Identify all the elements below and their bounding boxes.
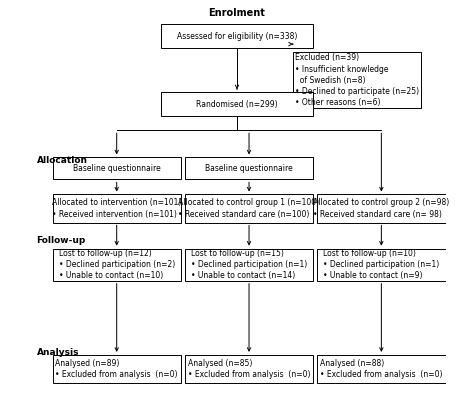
Text: Assessed for eligibility (n=338): Assessed for eligibility (n=338) xyxy=(177,31,297,40)
Text: Follow-up: Follow-up xyxy=(36,236,86,245)
Bar xyxy=(161,24,313,48)
Text: Lost to follow-up (n=12)
• Declined participation (n=2)
• Unable to contact (n=1: Lost to follow-up (n=12) • Declined part… xyxy=(59,249,175,280)
Text: Analysed (n=88)
• Excluded from analysis  (n=0): Analysed (n=88) • Excluded from analysis… xyxy=(320,359,443,379)
Bar xyxy=(317,194,446,222)
Bar xyxy=(53,157,181,180)
Bar xyxy=(53,194,181,222)
Text: Baseline questionnaire: Baseline questionnaire xyxy=(205,164,293,173)
Bar xyxy=(161,92,313,116)
Text: Analysed (n=89)
• Excluded from analysis  (n=0): Analysed (n=89) • Excluded from analysis… xyxy=(55,359,178,379)
Bar xyxy=(317,355,446,383)
Text: Lost to follow-up (n=10)
• Declined participation (n=1)
• Unable to contact (n=9: Lost to follow-up (n=10) • Declined part… xyxy=(323,249,439,280)
Text: Excluded (n=39)
• Insufficient knowledge
  of Swedish (n=8)
• Declined to partic: Excluded (n=39) • Insufficient knowledge… xyxy=(295,54,419,107)
Bar xyxy=(53,249,181,281)
Text: Analysis: Analysis xyxy=(36,348,79,357)
Text: Allocated to control group 1 (n=100)
• Received standard care (n=100): Allocated to control group 1 (n=100) • R… xyxy=(179,198,319,218)
Bar xyxy=(185,157,313,180)
Bar xyxy=(185,355,313,383)
Text: Enrolment: Enrolment xyxy=(209,8,265,18)
Bar xyxy=(317,249,446,281)
Text: Baseline questionnaire: Baseline questionnaire xyxy=(73,164,161,173)
Bar xyxy=(293,52,421,108)
Text: Analysed (n=85)
• Excluded from analysis  (n=0): Analysed (n=85) • Excluded from analysis… xyxy=(188,359,310,379)
Text: Lost to follow-up (n=15)
• Declined participation (n=1)
• Unable to contact (n=1: Lost to follow-up (n=15) • Declined part… xyxy=(191,249,307,280)
Text: Randomised (n=299): Randomised (n=299) xyxy=(196,100,278,109)
Bar xyxy=(185,194,313,222)
Bar xyxy=(53,355,181,383)
Bar xyxy=(185,249,313,281)
Text: Allocated to control group 2 (n=98)
• Received standard care (n= 98): Allocated to control group 2 (n=98) • Re… xyxy=(313,198,449,218)
Text: Allocated to intervention (n=101)
• Received intervention (n=101): Allocated to intervention (n=101) • Rece… xyxy=(52,198,182,218)
Text: Allocation: Allocation xyxy=(36,156,88,165)
